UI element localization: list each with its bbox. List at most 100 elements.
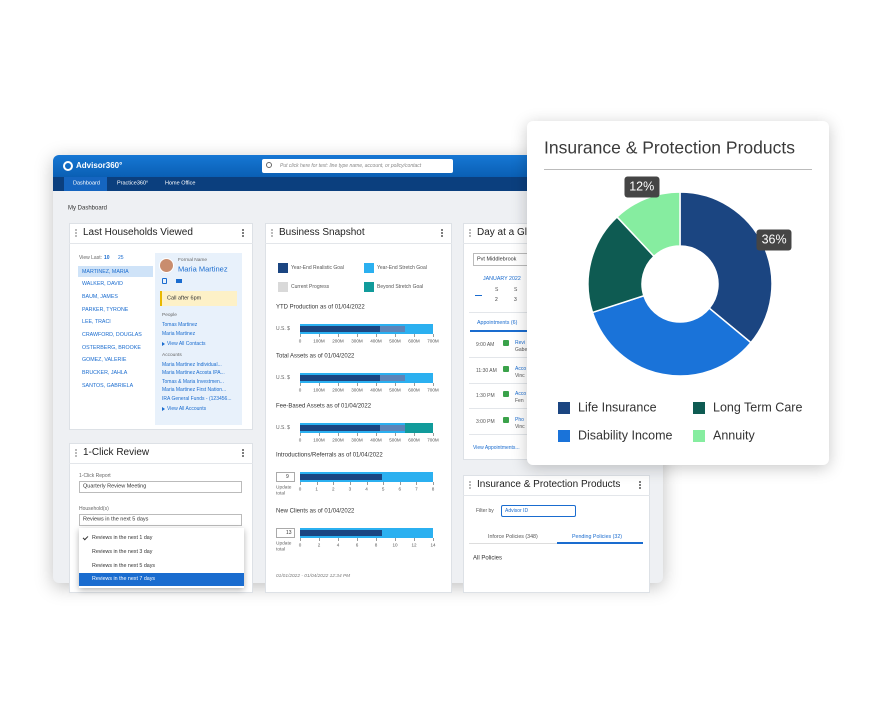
appointment-title[interactable]: Revi	[515, 340, 526, 346]
household-name[interactable]: CRAWFORD, DOUGLAS	[82, 331, 142, 338]
menu-dot[interactable]	[441, 235, 443, 237]
tick-mark	[433, 383, 434, 386]
select-value: Advisor ID	[505, 508, 529, 514]
dropdown-option[interactable]: Reviews in the next 1 day	[92, 534, 153, 541]
household-name[interactable]: PARKER, TYRONE	[82, 306, 129, 313]
caret	[162, 407, 165, 411]
view-all-link[interactable]: View Appointments...	[473, 445, 520, 451]
nav-tab[interactable]: Dashboard	[73, 180, 100, 187]
tick-mark	[349, 482, 351, 485]
tick-mark	[433, 334, 434, 337]
tick-label: 0	[298, 338, 302, 344]
view-last-option[interactable]: 10	[104, 255, 110, 261]
tab[interactable]: Pending Policies (32)	[572, 533, 623, 540]
appointment-icon	[503, 417, 509, 424]
mail-icon[interactable]	[176, 279, 182, 283]
tab[interactable]: Appointments (6)	[477, 319, 518, 326]
total-input[interactable]	[276, 528, 295, 538]
appointment-time: 1:30 PM	[476, 393, 495, 400]
menu-dot[interactable]	[242, 232, 244, 234]
menu-dot[interactable]	[242, 449, 244, 451]
account-link[interactable]: Tomas & Maria Investmen...	[162, 378, 224, 385]
day-number[interactable]: 2	[495, 297, 498, 303]
progress-bar	[380, 326, 405, 332]
view-all-link[interactable]: View All Accounts	[167, 406, 207, 412]
legend-label: Current Progress	[291, 284, 330, 290]
account-link[interactable]: Maria Martinez First Nation...	[162, 387, 227, 394]
menu-dot[interactable]	[242, 455, 244, 457]
tick-label: 100M	[313, 338, 325, 344]
tick-label: 700M	[427, 387, 439, 393]
tick-label: 0	[298, 486, 302, 492]
note	[160, 291, 237, 306]
legend-swatch	[558, 430, 570, 442]
account-link[interactable]: Maria Martinez Individual...	[162, 362, 222, 368]
tick-label: 3	[348, 486, 352, 492]
person-link[interactable]: Maria Martinez	[162, 331, 196, 337]
total-input[interactable]	[276, 472, 295, 482]
menu-dot[interactable]	[242, 452, 244, 454]
tick-label: 400M	[370, 387, 382, 393]
view-last-option[interactable]: 25	[118, 255, 124, 261]
menu-dot[interactable]	[639, 481, 641, 483]
unit-label: U.S. $	[276, 425, 290, 431]
person-link[interactable]: Tomas Martinez	[162, 322, 198, 328]
avatar	[159, 258, 174, 273]
legend-label: Annuity	[713, 428, 755, 443]
select[interactable]	[79, 481, 242, 493]
menu-dot[interactable]	[441, 229, 443, 231]
appointment-title[interactable]: Acco	[515, 391, 527, 398]
tick-label: 700M	[427, 338, 439, 344]
progress-bar	[300, 326, 380, 332]
tab[interactable]: Inforce Policies (348)	[488, 533, 538, 540]
appointment-icon	[503, 340, 509, 346]
select[interactable]	[79, 514, 242, 526]
tick-label: 300M	[351, 387, 363, 393]
dropdown-option[interactable]: Reviews in the next 7 days	[92, 576, 156, 583]
nav-tab[interactable]: Practice360°	[117, 180, 149, 187]
legend-swatch	[278, 282, 288, 292]
dropdown-option[interactable]: Reviews in the next 5 days	[92, 562, 156, 569]
section-label: People	[162, 313, 177, 319]
household-name[interactable]: OSTERBERG, BROOKE	[82, 344, 141, 351]
household-name[interactable]: MARTINEZ, MARIA	[82, 268, 129, 275]
legend-label: Year-End Stretch Goal	[377, 265, 427, 271]
household-name[interactable]: SANTOS, GABRIELA	[82, 382, 134, 389]
select[interactable]	[501, 505, 576, 517]
menu-dot[interactable]	[639, 487, 641, 489]
progress-bar	[300, 425, 380, 431]
menu-dot[interactable]	[441, 232, 443, 234]
search-box[interactable]	[262, 159, 453, 173]
legend-swatch	[693, 430, 705, 442]
appointment-title[interactable]: Pho	[515, 417, 524, 424]
appointment-time: 9:00 AM	[476, 342, 495, 348]
tick-mark	[395, 538, 396, 541]
prev-arrow[interactable]	[475, 295, 482, 297]
drag-handle	[271, 232, 273, 234]
dropdown-option[interactable]: Reviews in the next 3 day	[92, 548, 153, 555]
account-link[interactable]: Maria Martinez Acosta IPA...	[162, 370, 225, 377]
tick-label: 600M	[408, 338, 420, 344]
brand-logo	[63, 161, 73, 171]
chart-title: Insurance & Protection Products	[544, 137, 795, 158]
appointment-title[interactable]: Acco	[515, 365, 527, 372]
household-name[interactable]: WALKER, DAVID	[82, 281, 123, 288]
appointment-icon	[503, 391, 509, 398]
menu-dot[interactable]	[242, 235, 244, 237]
timestamp: 01/01/2022 - 01/04/2022 12:34 PM	[276, 574, 351, 580]
menu-dot[interactable]	[242, 229, 244, 231]
phone-icon[interactable]	[162, 278, 167, 284]
household-name[interactable]: BRUCKER, JAHLA	[82, 369, 128, 376]
legend-swatch	[558, 402, 570, 414]
household-name[interactable]: LEE, TRACI	[82, 319, 111, 326]
day-number[interactable]: 3	[514, 297, 517, 303]
household-name[interactable]: BAUM, JAMES	[82, 293, 118, 300]
menu-dot[interactable]	[639, 484, 641, 486]
nav-tab[interactable]: Home Office	[165, 180, 196, 187]
account-link[interactable]: IRA General Funds - (123456...	[162, 395, 232, 402]
tick-mark	[338, 383, 339, 386]
view-all-link[interactable]: View All Contacts	[167, 341, 206, 347]
household-name[interactable]: GOMEZ, VALERIE	[82, 357, 127, 364]
tick-label: 12	[411, 542, 417, 548]
